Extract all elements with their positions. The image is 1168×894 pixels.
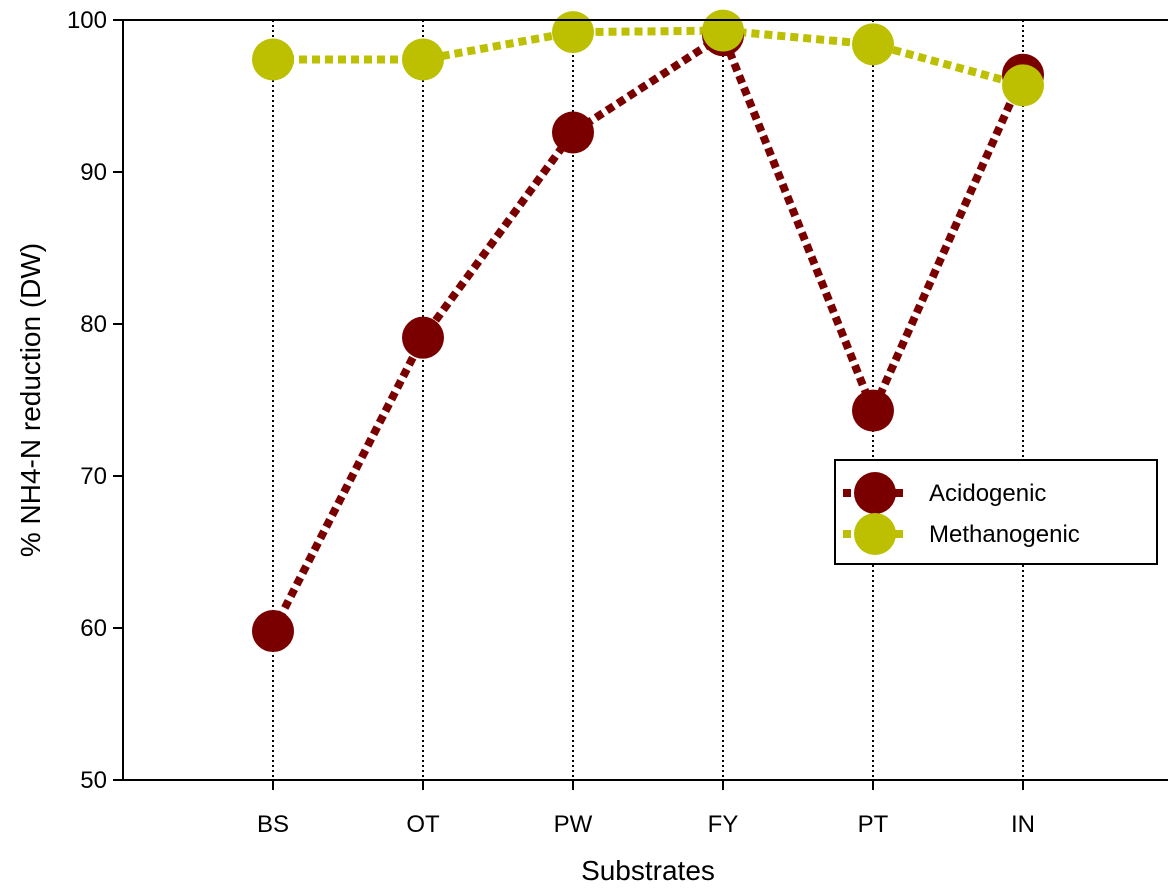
series-line-acidogenic [269, 29, 1027, 633]
y-tick-label-100: 100 [67, 7, 107, 34]
legend-label-methanogenic: Methanogenic [929, 521, 1080, 548]
gridlines [272, 20, 1024, 780]
y-tick-label-90: 90 [80, 159, 107, 186]
point-methanogenic-pw [552, 11, 594, 54]
axes: 50 60 70 80 90 100 BS OT PW FY PT IN [67, 7, 1168, 838]
point-methanogenic-ot [402, 38, 444, 81]
x-tick-label-fy: FY [708, 811, 739, 838]
point-acidogenic-bs [252, 610, 294, 653]
legend: Acidogenic Methanogenic [834, 459, 1158, 565]
point-methanogenic-pt [852, 23, 894, 66]
x-tick-label-bs: BS [257, 811, 289, 838]
series-layer [252, 9, 1044, 653]
legend-label-acidogenic: Acidogenic [929, 480, 1046, 507]
y-tick-label-60: 60 [80, 615, 107, 642]
point-methanogenic-bs [252, 38, 294, 81]
y-tick-label-80: 80 [80, 311, 107, 338]
legend-marker-methanogenic [854, 513, 896, 555]
point-methanogenic-fy [702, 9, 744, 52]
point-acidogenic-ot [402, 316, 444, 359]
y-tick-label-70: 70 [80, 463, 107, 490]
x-tick-label-ot: OT [406, 811, 440, 838]
x-tick-label-in: IN [1011, 811, 1035, 838]
point-acidogenic-pw [552, 111, 594, 154]
point-acidogenic-pt [852, 389, 894, 432]
x-axis-title: Substrates [581, 855, 715, 886]
y-tick-label-50: 50 [80, 767, 107, 794]
point-methanogenic-in [1002, 64, 1044, 107]
legend-marker-acidogenic [854, 472, 896, 514]
y-axis-title: % NH4-N reduction (DW) [15, 243, 46, 557]
series-line-methanogenic [273, 26, 1025, 90]
x-tick-label-pw: PW [554, 811, 593, 838]
x-tick-label-pt: PT [858, 811, 889, 838]
